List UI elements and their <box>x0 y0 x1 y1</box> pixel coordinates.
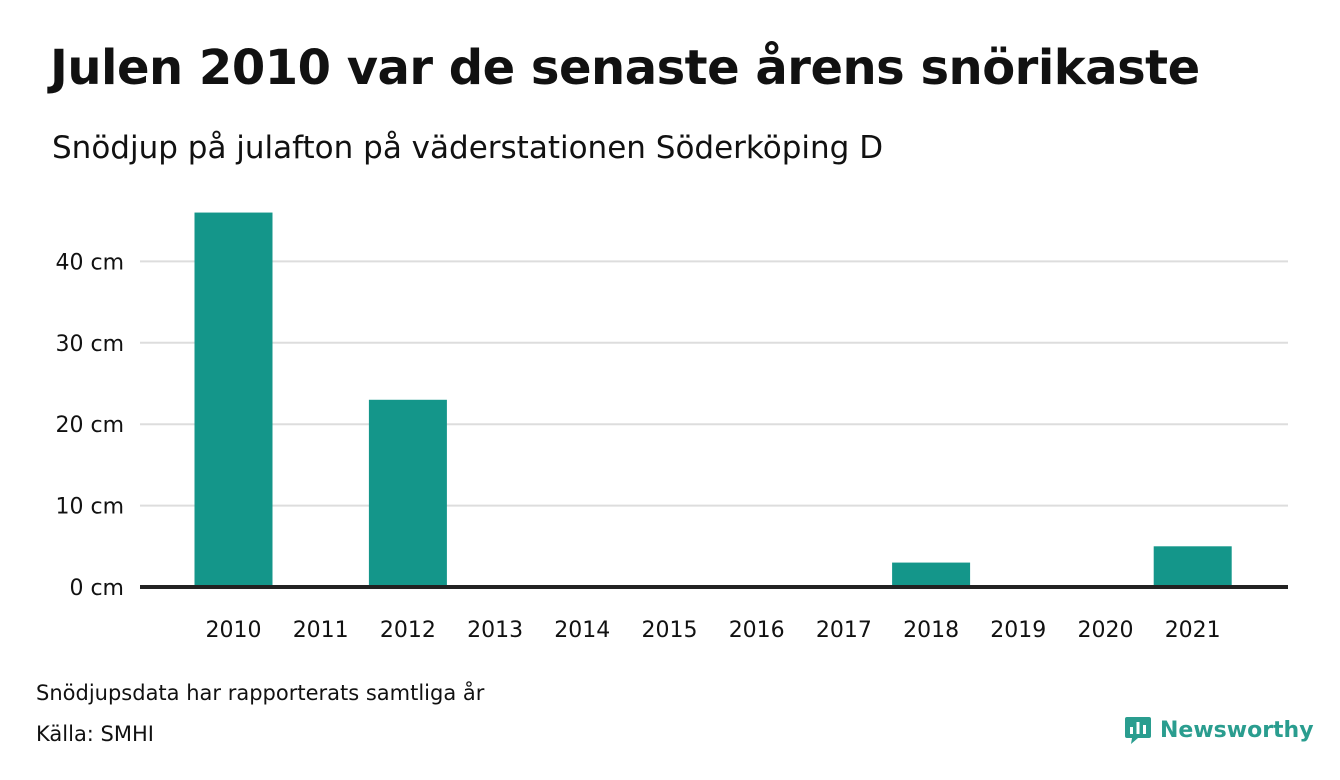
x-tick-label: 2019 <box>990 618 1046 643</box>
data-note: Snödjupsdata har rapporterats samtliga å… <box>36 681 485 705</box>
chart-subtitle: Snödjup på julafton på väderstationen Sö… <box>52 130 884 166</box>
y-tick-label: 30 cm <box>55 332 124 357</box>
chart-title: Julen 2010 var de senaste årens snörikas… <box>50 40 1200 96</box>
newsworthy-logo: Newsworthy <box>1124 715 1314 745</box>
bar-2010 <box>194 212 273 587</box>
newsworthy-logo-text: Newsworthy <box>1160 717 1314 743</box>
y-tick-label: 20 cm <box>55 413 124 438</box>
x-axis-ticks: 2010 2011 2012 2013 2014 2015 2016 2017 2018 2019… <box>206 618 1221 643</box>
x-tick-label: 2017 <box>816 618 872 643</box>
x-tick-label: 2013 <box>467 618 523 643</box>
bar-2018 <box>892 562 971 587</box>
x-tick-label: 2012 <box>380 618 436 643</box>
bars <box>194 212 1232 587</box>
bar-2021 <box>1153 546 1232 587</box>
y-tick-label: 10 cm <box>55 495 124 520</box>
y-tick-label: 0 cm <box>69 576 124 601</box>
source-credit: Källa: SMHI <box>36 722 154 746</box>
x-tick-label: 2015 <box>642 618 698 643</box>
bar-2012 <box>368 399 447 587</box>
x-tick-label: 2020 <box>1078 618 1134 643</box>
x-tick-label: 2011 <box>293 618 349 643</box>
x-tick-label: 2018 <box>903 618 959 643</box>
x-tick-label: 2016 <box>729 618 785 643</box>
x-tick-label: 2014 <box>554 618 610 643</box>
x-tick-label: 2021 <box>1165 618 1221 643</box>
x-tick-label: 2010 <box>206 618 262 643</box>
gridlines <box>140 260 1288 507</box>
y-axis-ticks: 0 cm 10 cm 20 cm 30 cm 40 cm <box>55 250 124 601</box>
newsworthy-logo-icon <box>1125 717 1151 744</box>
y-tick-label: 40 cm <box>55 250 124 275</box>
